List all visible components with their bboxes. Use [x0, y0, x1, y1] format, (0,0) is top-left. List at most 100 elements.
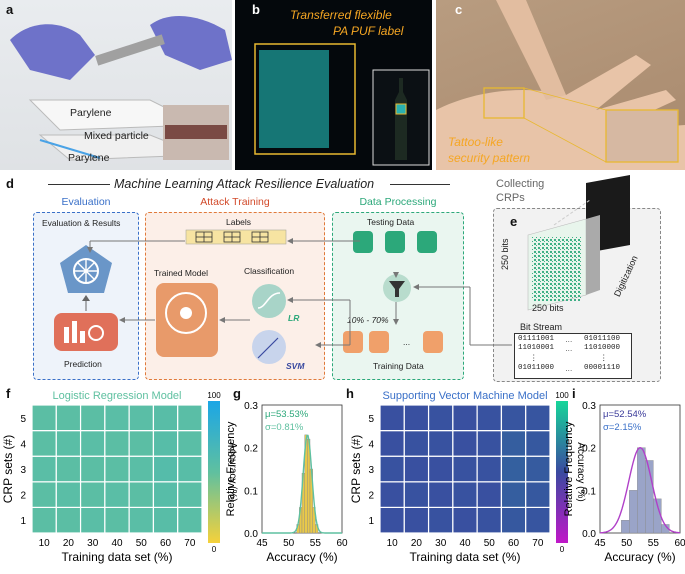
- heatmap-cell: [128, 506, 155, 534]
- hist-ytick: 0.3: [244, 401, 258, 412]
- heatmap-cell: [177, 481, 203, 508]
- panel-b-photo: [235, 0, 432, 170]
- heatmap-xtick: 50: [136, 538, 148, 549]
- heatmap-cell: [31, 455, 57, 483]
- panel-b-label: b: [252, 2, 260, 17]
- heatmap-cell: [31, 430, 57, 457]
- hist-xtick: 55: [648, 538, 660, 549]
- heatmap-cell: [152, 481, 179, 508]
- heatmap-cell: [525, 430, 551, 457]
- hist-ytick: 0.3: [582, 401, 596, 412]
- heatmap-cell: [500, 430, 527, 457]
- heatmap-xtick: 60: [508, 538, 520, 549]
- heatmap-cell: [79, 481, 106, 508]
- hist-annotation: μ=53.53%: [265, 409, 309, 420]
- heatmap-cell: [104, 404, 130, 432]
- heatmap-xtick: 60: [160, 538, 172, 549]
- evaluation-graphics: [54, 245, 118, 351]
- heatmap-cell: [379, 506, 405, 534]
- hist-fit-curve: [262, 434, 342, 534]
- heatmap-cell: [427, 506, 454, 534]
- heatmap-cell: [55, 506, 82, 534]
- heatmap-cell: [31, 404, 57, 432]
- heatmap-xlabel: Training data set (%): [62, 550, 173, 564]
- panel-a-photo: [0, 0, 232, 170]
- heatmap-cell: [104, 481, 130, 508]
- hist-xtick: 55: [310, 538, 322, 549]
- heatmap-cell: [403, 506, 430, 534]
- heatmap-cell: [152, 430, 179, 457]
- hist-ytick: 0.1: [582, 486, 596, 497]
- heatmap-cell: [55, 404, 82, 432]
- heatmap-cell: [476, 430, 503, 457]
- heatmap-cell: [427, 455, 454, 483]
- heatmap-cell: [476, 455, 503, 483]
- heatmap-cell: [79, 506, 106, 534]
- bit-stream-right-3: 00001110: [584, 364, 621, 372]
- panel-g-label: g: [233, 386, 241, 401]
- heatmap-ytick: 2: [368, 491, 374, 502]
- hist-ylabel: Relative Frequency: [563, 421, 575, 516]
- colorbar-label: Accuracy (%): [575, 442, 586, 501]
- heatmap-cell: [379, 404, 405, 432]
- heatmap-xtick: 10: [39, 538, 51, 549]
- heatmap-cell: [525, 481, 551, 508]
- heatmap-cell: [152, 404, 179, 432]
- heatmap-cell: [500, 404, 527, 432]
- heatmap-ylabel: CRP sets (#): [349, 435, 363, 503]
- data-processing-title: Data Processing: [359, 196, 437, 208]
- heatmap-cell: [452, 455, 478, 483]
- heatmap-cell: [427, 404, 454, 432]
- panel-b-caption-line2: PA PUF label: [333, 24, 404, 38]
- heatmap-cell: [128, 430, 155, 457]
- hist-xlabel: Accuracy (%): [266, 550, 337, 564]
- hist-ytick: 0.0: [244, 529, 258, 540]
- heatmap-xtick: 70: [184, 538, 196, 549]
- colorbar-tick-max: 100: [555, 391, 569, 400]
- heatmap-cell: [500, 506, 527, 534]
- panel-d-title: Machine Learning Attack Resilience Evalu…: [114, 177, 375, 191]
- hist-xtick: 50: [283, 538, 295, 549]
- heatmap-h-title: Supporting Vector Machine Model: [382, 390, 547, 402]
- bit-stream-mid-1: …: [565, 344, 573, 353]
- heatmap-cell: [525, 506, 551, 534]
- heatmap-cell: [525, 455, 551, 483]
- heatmap-ytick: 1: [368, 516, 374, 527]
- layer-parylene-bottom: Parylene: [68, 152, 110, 164]
- heatmap-ytick: 4: [20, 439, 26, 450]
- colorbar-tick-min: 0: [212, 545, 217, 554]
- heatmap-cell: [379, 481, 405, 508]
- heatmap-cell: [500, 481, 527, 508]
- hist-bar: [629, 490, 638, 534]
- heatmap-cell: [452, 430, 478, 457]
- dots-label: ...: [403, 337, 411, 347]
- attack-training-title: Attack Training: [200, 196, 270, 208]
- heatmap-cell: [177, 455, 203, 483]
- heatmap-xtick: 10: [387, 538, 399, 549]
- crps-label: CRPs: [496, 192, 525, 204]
- panel-e-graphics: [527, 175, 630, 311]
- heatmap-xtick: 40: [111, 538, 123, 549]
- classification-label: Classification: [244, 266, 295, 276]
- panel-c-caption-line2: security pattern: [448, 151, 531, 165]
- panel-d-title-rule-left: [48, 184, 110, 185]
- hist-annotation: σ=0.81%: [265, 422, 304, 433]
- colorbar-tick-min: 0: [560, 545, 565, 554]
- panel-h-label: h: [346, 386, 354, 401]
- colorbar-label: Accuracy (%): [227, 442, 238, 501]
- heatmap-cell: [177, 430, 203, 457]
- heatmap-cell: [403, 404, 430, 432]
- trained-model-label: Trained Model: [154, 268, 209, 278]
- panel-b-caption-line1: Transferred flexible: [290, 8, 392, 22]
- heatmap-cell: [476, 481, 503, 508]
- heatmap-xtick: 50: [484, 538, 496, 549]
- heatmap-cell: [104, 506, 130, 534]
- heatmap-cell: [55, 455, 82, 483]
- heatmap-cell: [177, 404, 203, 432]
- hist-ylabel: Relative Frequency: [225, 421, 237, 516]
- heatmap-cell: [403, 455, 430, 483]
- heatmap-cell: [152, 455, 179, 483]
- attack-graphics: [156, 229, 287, 364]
- hist-bar: [645, 460, 654, 534]
